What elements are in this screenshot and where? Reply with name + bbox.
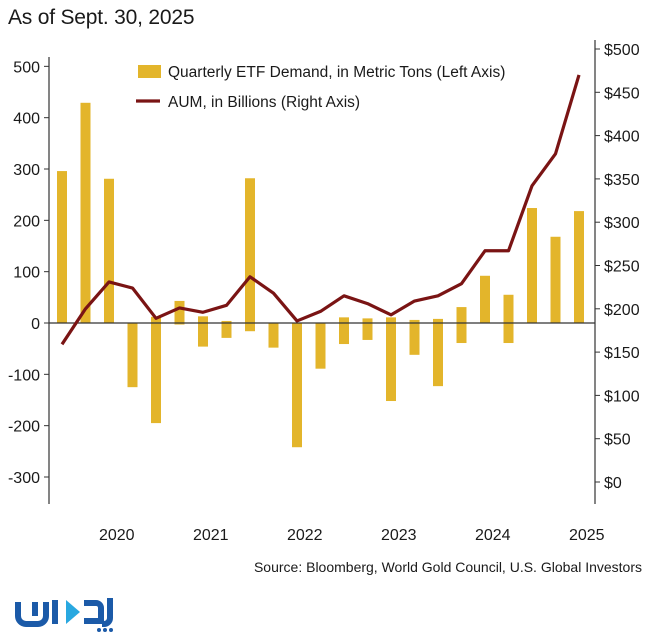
etf-demand-bar [245, 178, 255, 332]
etf-demand-bar [127, 323, 138, 388]
left-tick-label: 100 [13, 265, 40, 282]
right-tick-label: $350 [604, 172, 640, 189]
source-note: Source: Bloomberg, World Gold Council, U… [253, 559, 642, 575]
etf-demand-bar [315, 323, 326, 369]
right-tick-label: $200 [604, 302, 640, 319]
etf-demand-bar [268, 323, 279, 348]
right-tick-label: $0 [604, 475, 622, 492]
right-axis-ticks: $500 $450 $400 $350 $300 $250 $200 $150 $100 $50 $… [595, 42, 640, 492]
etf-demand-bar [574, 211, 584, 323]
left-tick-label: 300 [13, 162, 40, 179]
logo-glyph-1 [15, 602, 49, 627]
year-label: 2023 [381, 527, 417, 544]
right-tick-label: $250 [604, 259, 640, 276]
etf-demand-bar [151, 316, 161, 424]
year-label: 2024 [475, 527, 511, 544]
right-tick-label: $50 [604, 432, 631, 449]
etf-demand-bar [198, 316, 208, 347]
etf-demand-bar [409, 319, 420, 355]
etf-demand-bar [480, 275, 490, 323]
logo-glyph-6 [102, 598, 113, 627]
year-label: 2022 [287, 527, 323, 544]
etf-demand-bar [104, 178, 114, 323]
etf-demand-bar [386, 317, 396, 402]
year-label: 2025 [569, 527, 605, 544]
logo-glyph-5 [84, 600, 104, 624]
right-tick-label: $450 [604, 85, 640, 102]
etf-demand-bar [456, 307, 467, 344]
right-tick-label: $500 [604, 42, 640, 59]
etf-demand-bar [433, 318, 443, 387]
legend-swatch-bar [138, 65, 161, 78]
left-tick-label: 0 [31, 316, 40, 333]
etf-demand-bar [362, 318, 373, 340]
etf-demand-bar [292, 323, 302, 448]
bar-series [57, 102, 584, 448]
right-tick-label: $400 [604, 129, 640, 146]
etf-demand-bar [221, 320, 232, 338]
aum-line [60, 74, 581, 346]
x-axis-year-labels: 2020 2021 2022 2023 2024 2025 [99, 527, 605, 544]
legend-label-line: AUM, in Billions (Right Axis) [168, 94, 360, 111]
etf-demand-bar [174, 300, 185, 325]
year-label: 2020 [99, 527, 135, 544]
left-tick-label: 400 [13, 111, 40, 128]
left-tick-label: 200 [13, 213, 40, 230]
legend: Quarterly ETF Demand, in Metric Tons (Le… [136, 64, 505, 111]
etf-demand-bar [503, 294, 514, 344]
etf-demand-bar [339, 317, 349, 345]
logo-glyph-3 [52, 600, 58, 624]
year-label: 2021 [193, 527, 229, 544]
right-tick-label: $300 [604, 215, 640, 232]
padash-logo [14, 594, 139, 639]
etf-demand-bar [527, 208, 537, 323]
left-tick-label: 500 [13, 59, 40, 76]
left-tick-label: -100 [8, 367, 40, 384]
right-tick-label: $100 [604, 388, 640, 405]
chart-subtitle: As of Sept. 30, 2025 [8, 6, 195, 29]
left-axis-ticks: 500 400 300 200 100 0 -100 -200 -300 [8, 59, 49, 487]
left-tick-label: -200 [8, 419, 40, 436]
etf-demand-bar [57, 171, 67, 323]
logo-glyph-4 [66, 600, 80, 624]
etf-demand-bar [550, 236, 561, 323]
etf-demand-bar [80, 102, 91, 323]
right-tick-label: $150 [604, 345, 640, 362]
legend-label-bar: Quarterly ETF Demand, in Metric Tons (Le… [168, 64, 505, 81]
left-tick-label: -300 [8, 470, 40, 487]
chart: 500 400 300 200 100 0 -100 -200 -300 $500 $450 $40… [8, 40, 640, 544]
